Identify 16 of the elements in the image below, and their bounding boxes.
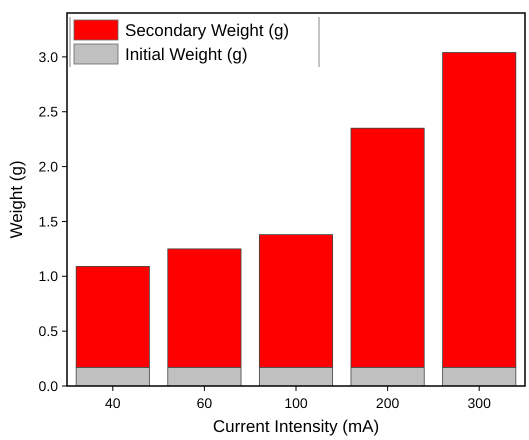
y-tick-label: 2.0	[38, 158, 58, 174]
y-tick-label: 3.0	[38, 48, 58, 65]
y-tick-label: 1.5	[38, 213, 58, 230]
x-tick-label: 40	[105, 395, 121, 411]
x-tick-label: 300	[468, 395, 492, 411]
x-axis-title: Current Intensity (mA)	[212, 417, 380, 436]
x-tick-label: 100	[284, 395, 308, 411]
legend-label: Secondary Weight (g)	[125, 20, 290, 40]
y-axis-title: Weight (g)	[7, 160, 26, 239]
y-tick-label: 0.5	[38, 323, 58, 340]
x-tick-label: 60	[196, 395, 212, 411]
legend-label: Initial Weight (g)	[125, 44, 248, 64]
y-tick-label: 0.0	[38, 378, 58, 394]
x-tick-label: 200	[376, 395, 400, 411]
y-tick-label: 1.0	[38, 268, 58, 284]
y-tick-label: 2.5	[38, 104, 58, 120]
